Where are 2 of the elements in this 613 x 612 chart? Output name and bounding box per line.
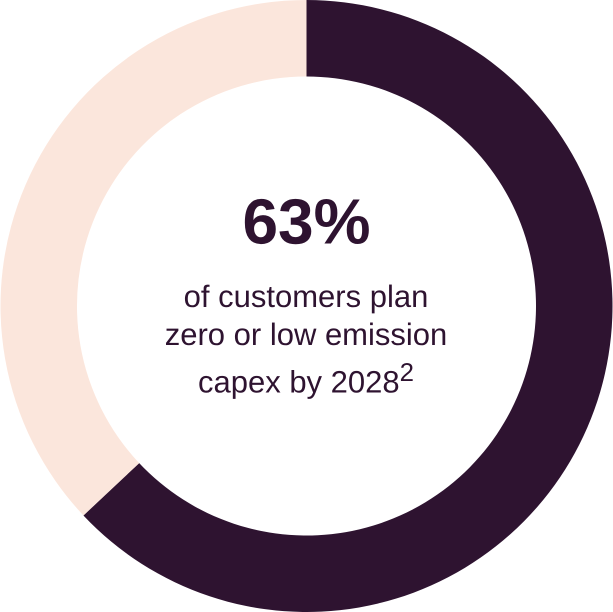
text: of customers plan zero or low emission capex by 2028$^{2}$: [164, 278, 448, 402]
data-label: 63%: [242, 186, 371, 258]
